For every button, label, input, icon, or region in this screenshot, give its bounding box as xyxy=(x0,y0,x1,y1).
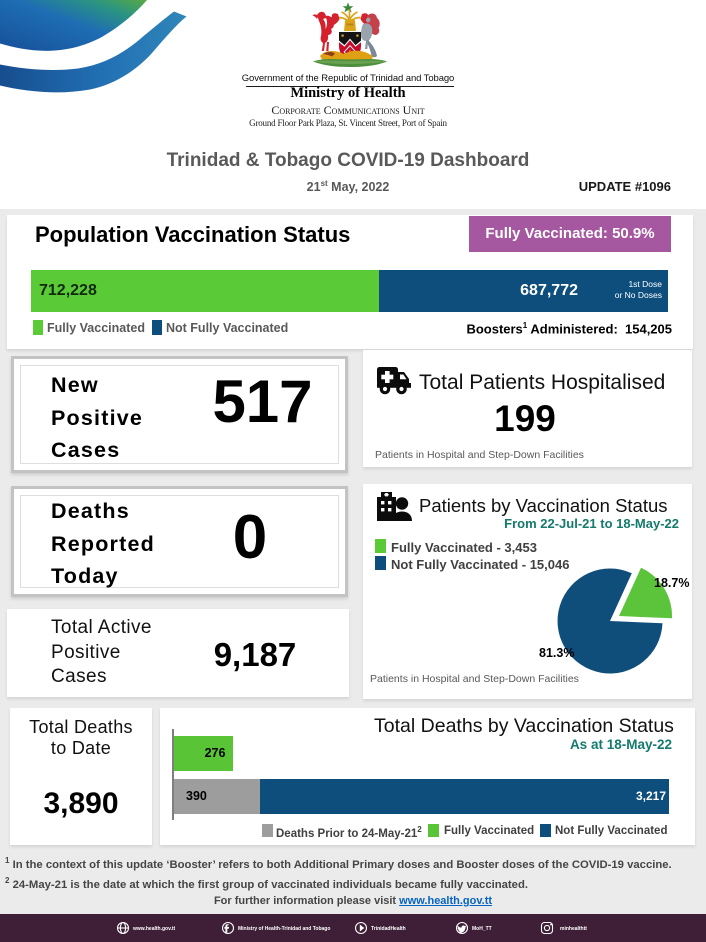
svg-text:Ministry of Health-Trinidad an: Ministry of Health-Trinidad and Tobago xyxy=(238,926,330,932)
svg-text:minhealthtt: minhealthtt xyxy=(560,926,587,932)
svg-text:MoH_TT: MoH_TT xyxy=(472,926,492,932)
svg-text:www.health.gov.tt: www.health.gov.tt xyxy=(132,926,176,932)
svg-text:TrinidadHealth: TrinidadHealth xyxy=(371,926,406,932)
